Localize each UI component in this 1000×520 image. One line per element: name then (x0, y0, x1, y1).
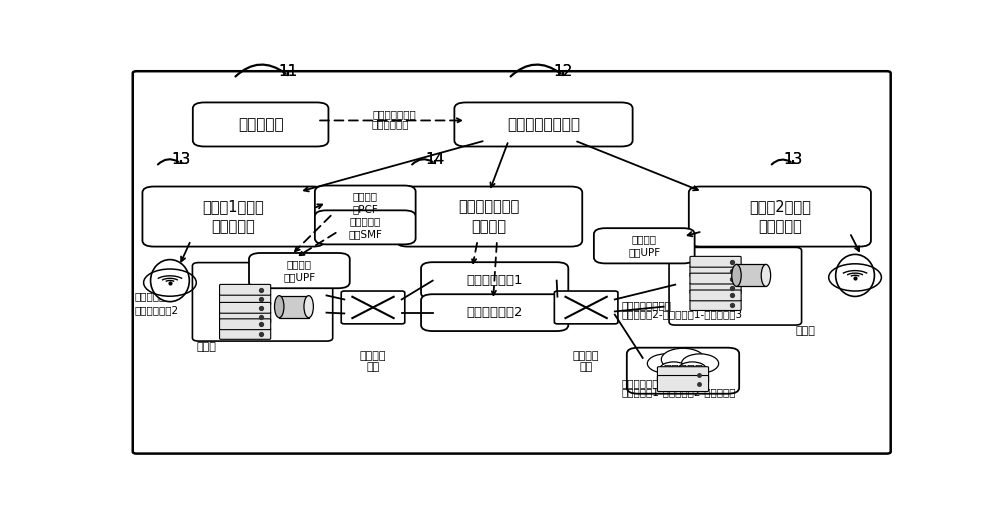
Text: 传输网子切片2: 传输网子切片2 (466, 306, 523, 319)
FancyBboxPatch shape (220, 284, 271, 295)
FancyBboxPatch shape (192, 263, 333, 341)
FancyBboxPatch shape (594, 228, 695, 264)
Text: 入口交换
设备: 入口交换 设备 (360, 350, 386, 372)
FancyBboxPatch shape (454, 102, 633, 147)
FancyBboxPatch shape (669, 248, 802, 325)
Text: 分组控制
块PCF: 分组控制 块PCF (352, 191, 378, 214)
Text: 标签添加
端口UPF: 标签添加 端口UPF (283, 259, 315, 282)
FancyBboxPatch shape (249, 253, 350, 288)
Text: 接入网: 接入网 (796, 326, 815, 336)
Text: 14: 14 (425, 152, 445, 167)
Text: 接入网: 接入网 (196, 342, 216, 352)
Text: 移动网子切片3: 移动网子切片3 (691, 278, 735, 289)
FancyBboxPatch shape (315, 211, 416, 244)
Text: 标签添加
端口UPF: 标签添加 端口UPF (628, 234, 660, 257)
FancyBboxPatch shape (341, 291, 405, 324)
Circle shape (681, 354, 719, 373)
FancyBboxPatch shape (193, 102, 328, 147)
FancyBboxPatch shape (657, 367, 709, 383)
FancyBboxPatch shape (220, 329, 271, 340)
Text: 移动网子切片1: 移动网子切片1 (134, 292, 178, 302)
Ellipse shape (732, 264, 741, 287)
FancyBboxPatch shape (689, 187, 871, 246)
Text: 12: 12 (553, 64, 572, 79)
FancyBboxPatch shape (220, 319, 271, 330)
FancyBboxPatch shape (142, 187, 325, 246)
Text: 移动网2子切片
管理编排器: 移动网2子切片 管理编排器 (749, 199, 811, 234)
FancyBboxPatch shape (220, 303, 271, 313)
FancyBboxPatch shape (657, 375, 709, 392)
Text: 移动网切片2-传输网切片1-移动网切片3: 移动网切片2-传输网切片1-移动网切片3 (621, 309, 742, 320)
Text: 13: 13 (783, 152, 803, 167)
Text: 13: 13 (783, 152, 803, 167)
Text: 传输网子切片管
理编排器: 传输网子切片管 理编排器 (459, 199, 520, 234)
FancyBboxPatch shape (690, 300, 741, 310)
Circle shape (661, 348, 705, 371)
Text: 应用服务器: 应用服务器 (663, 364, 703, 377)
FancyBboxPatch shape (690, 256, 741, 267)
Circle shape (660, 362, 688, 376)
Text: 出口交换
设备: 出口交换 设备 (573, 350, 599, 372)
Bar (279, 296, 309, 318)
Text: 传输网子切片1: 传输网子切片1 (466, 274, 523, 287)
FancyBboxPatch shape (133, 71, 891, 453)
Ellipse shape (275, 296, 284, 318)
FancyBboxPatch shape (421, 262, 568, 299)
Text: 移动网切片1-传输网切片2-应用服务器: 移动网切片1-传输网切片2-应用服务器 (621, 387, 736, 397)
Text: 端到端切片编排器: 端到端切片编排器 (507, 117, 580, 132)
FancyBboxPatch shape (315, 186, 416, 219)
Circle shape (647, 354, 685, 373)
FancyBboxPatch shape (690, 283, 741, 294)
Bar (736, 264, 766, 287)
Text: 11: 11 (278, 64, 297, 79)
Text: 端到端切片类型一: 端到端切片类型一 (621, 378, 671, 388)
Text: 会话管理功
能块SMF: 会话管理功 能块SMF (348, 216, 382, 239)
FancyBboxPatch shape (220, 312, 271, 323)
Text: 13: 13 (171, 152, 190, 167)
Text: 12: 12 (553, 64, 572, 79)
FancyBboxPatch shape (690, 273, 741, 284)
Text: 切片控制器: 切片控制器 (238, 117, 283, 132)
Ellipse shape (304, 296, 313, 318)
Text: 切片参数信息: 切片参数信息 (371, 120, 409, 129)
Circle shape (678, 362, 706, 376)
FancyBboxPatch shape (220, 294, 271, 305)
Text: 移动网子切片2: 移动网子切片2 (134, 306, 178, 316)
Text: 11: 11 (278, 64, 297, 79)
FancyBboxPatch shape (690, 290, 741, 301)
Text: 13: 13 (171, 152, 190, 167)
Ellipse shape (836, 254, 874, 296)
FancyBboxPatch shape (396, 187, 582, 246)
FancyBboxPatch shape (690, 266, 741, 277)
Text: 端到端切片类型二: 端到端切片类型二 (621, 301, 671, 310)
Ellipse shape (761, 264, 771, 287)
Text: 移动网1子切片
管理编排器: 移动网1子切片 管理编排器 (203, 199, 264, 234)
FancyBboxPatch shape (627, 348, 739, 394)
FancyBboxPatch shape (421, 294, 568, 331)
FancyBboxPatch shape (554, 291, 618, 324)
Text: 端到端切片订购: 端到端切片订购 (372, 109, 416, 120)
Ellipse shape (151, 259, 189, 302)
Text: 14: 14 (425, 152, 445, 167)
